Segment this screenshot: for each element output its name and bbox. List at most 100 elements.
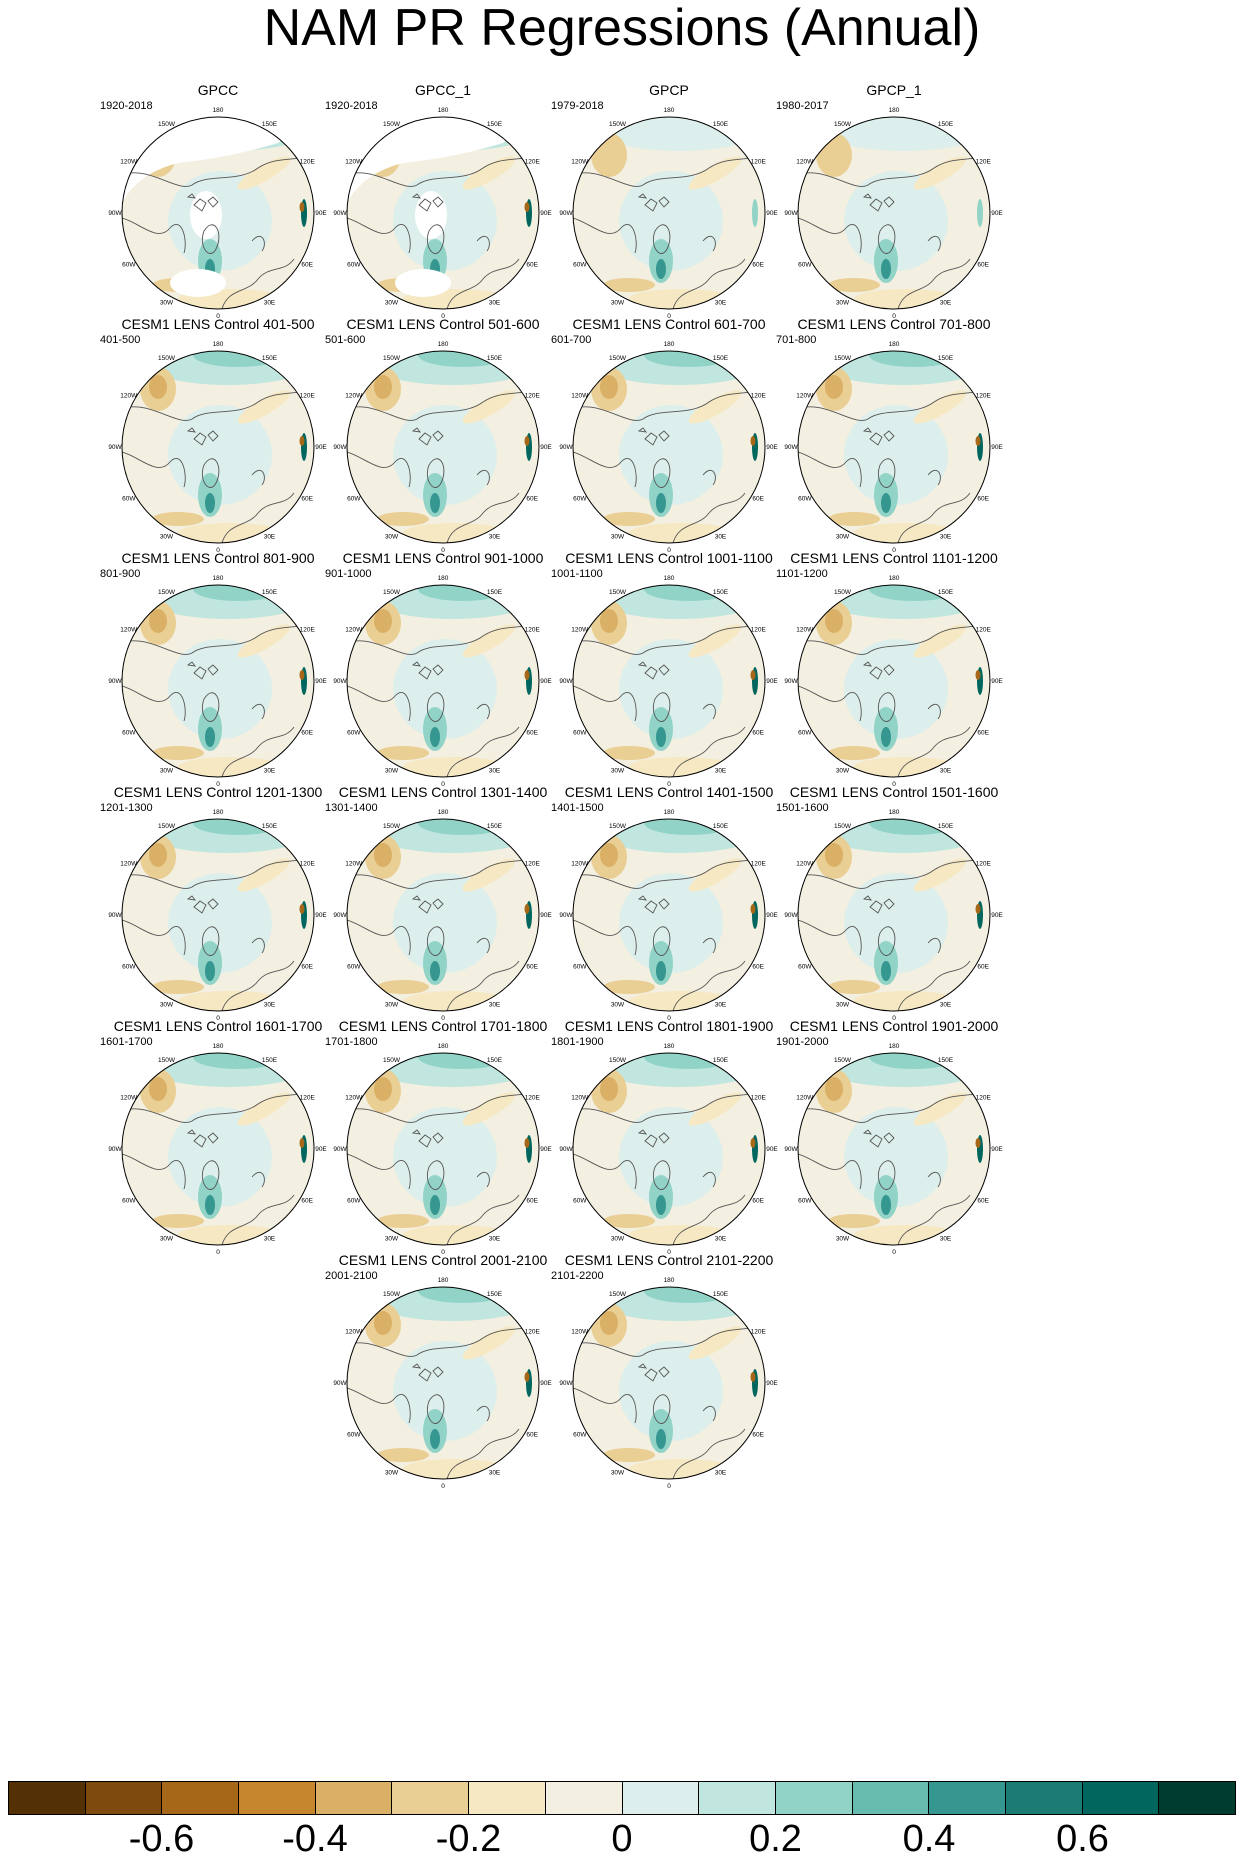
longitude-label: 30E [940, 767, 952, 774]
longitude-label: 60E [752, 964, 764, 971]
longitude-label: 60E [752, 496, 764, 503]
map-border [121, 818, 315, 1012]
graticule-labels: 180 150E 120E 90E 60E 30E 0 30W 60W 90W 120W 150W [559, 1043, 778, 1256]
precip-field [798, 1053, 990, 1245]
precip-field [122, 351, 314, 543]
longitude-label: 180 [889, 107, 900, 114]
map-border [572, 116, 766, 310]
map-border [346, 818, 540, 1012]
longitude-label: 180 [889, 341, 900, 348]
longitude-label: 90E [315, 210, 327, 217]
longitude-label: 120W [120, 393, 138, 400]
longitude-label: 120E [976, 393, 992, 400]
graticule-labels: 180 150E 120E 90E 60E 30E 0 30W 60W 90W 120W 150W [784, 575, 1003, 788]
longitude-label: 120E [300, 393, 316, 400]
polar-map: 180 150E 120E 90E 60E 30E 0 30W 60W 90W 120W 150W [559, 1277, 778, 1490]
map-panel: CESM1 LENS Control 901-1000 180 150E 120E 90… [309, 550, 577, 825]
longitude-label: 90W [333, 912, 347, 919]
longitude-label: 60E [977, 964, 989, 971]
longitude-label: 30W [836, 767, 850, 774]
longitude-label: 60E [526, 1198, 538, 1205]
panel-title: CESM1 LENS Control 1801-1900 [564, 1018, 774, 1034]
polar-map: 180 150E 120E 90E 60E 30E 0 30W 60W 90W 120W 150W [333, 1043, 552, 1256]
longitude-label: 120E [751, 1095, 767, 1102]
map-panel: GPCP 180 150E 120E 90E 60E 30E 0 30W 60W 90W 120W 15… [535, 82, 803, 357]
colorbar [8, 1781, 1236, 1815]
longitude-label: 90E [766, 444, 778, 451]
colorbar-segment [162, 1782, 240, 1814]
longitude-label: 60W [347, 1432, 361, 1439]
period-label: 1920-2018 [325, 100, 378, 112]
coastlines [573, 1322, 764, 1479]
polar-map: 180 150E 120E 90E 60E 30E 0 30W 60W 90W 120W 150W [108, 575, 327, 788]
longitude-label: 120W [571, 1095, 589, 1102]
longitude-label: 60W [798, 262, 812, 269]
colorbar-segment [315, 1782, 393, 1814]
longitude-label: 90E [766, 1146, 778, 1153]
coastlines [573, 152, 764, 309]
longitude-label: 60W [573, 262, 587, 269]
longitude-label: 60W [573, 1432, 587, 1439]
longitude-label: 60W [122, 964, 136, 971]
longitude-label: 60E [526, 496, 538, 503]
longitude-label: 30W [611, 299, 625, 306]
period-label: 1401-1500 [551, 802, 604, 814]
polar-map: 180 150E 120E 90E 60E 30E 0 30W 60W 90W 120W 150W [784, 341, 1003, 554]
polar-map: 180 150E 120E 90E 60E 30E 0 30W 60W 90W 120W 150W [559, 809, 778, 1022]
longitude-label: 180 [438, 341, 449, 348]
longitude-label: 0 [216, 1249, 220, 1256]
longitude-label: 150W [609, 589, 627, 596]
colorbar-segment [1005, 1782, 1083, 1814]
longitude-label: 150W [834, 1057, 852, 1064]
longitude-label: 120W [796, 1095, 814, 1102]
longitude-label: 60E [977, 496, 989, 503]
graticule-labels: 180 150E 120E 90E 60E 30E 0 30W 60W 90W 120W 150W [108, 341, 327, 554]
longitude-label: 180 [438, 1277, 449, 1284]
longitude-label: 120W [345, 627, 363, 634]
period-label: 1601-1700 [100, 1036, 153, 1048]
longitude-label: 150E [262, 1057, 278, 1064]
longitude-label: 120E [300, 1095, 316, 1102]
colorbar-tick-label: 0.4 [902, 1818, 956, 1860]
longitude-label: 180 [438, 809, 449, 816]
period-label: 801-900 [100, 568, 141, 580]
longitude-label: 90E [540, 444, 552, 451]
graticule-labels: 180 150E 120E 90E 60E 30E 0 30W 60W 90W 120W 150W [333, 1277, 552, 1490]
longitude-label: 90E [766, 912, 778, 919]
panel-title: CESM1 LENS Control 901-1000 [342, 550, 544, 566]
colorbar-segment [545, 1782, 623, 1814]
longitude-label: 150E [262, 823, 278, 830]
period-label: 1980-2017 [776, 100, 829, 112]
graticule-labels: 180 150E 120E 90E 60E 30E 0 30W 60W 90W 120W 150W [559, 575, 778, 788]
graticule-labels: 180 150E 120E 90E 60E 30E 0 30W 60W 90W 120W 150W [784, 341, 1003, 554]
longitude-label: 90E [315, 1146, 327, 1153]
longitude-label: 90E [766, 210, 778, 217]
map-panel: GPCP_1 180 150E 120E 90E 60E 30E 0 30W 60W 90W 120W… [760, 82, 1028, 357]
longitude-label: 60E [752, 1198, 764, 1205]
colorbar-segment [699, 1782, 776, 1814]
longitude-label: 90E [991, 444, 1003, 451]
longitude-label: 150W [834, 589, 852, 596]
longitude-label: 150W [609, 355, 627, 362]
longitude-label: 90W [108, 912, 122, 919]
longitude-label: 30W [385, 533, 399, 540]
longitude-label: 90E [991, 210, 1003, 217]
longitude-label: 150E [713, 355, 729, 362]
longitude-label: 150W [383, 121, 401, 128]
longitude-label: 60E [977, 730, 989, 737]
map-border [572, 818, 766, 1012]
longitude-label: 120E [976, 861, 992, 868]
map-panel: CESM1 LENS Control 1201-1300 180 150E 120E 9… [84, 784, 352, 1059]
polar-map: 180 150E 120E 90E 60E 30E 0 30W 60W 90W 120W 150W [108, 809, 327, 1022]
map-border [121, 584, 315, 778]
longitude-label: 30W [160, 1001, 174, 1008]
longitude-label: 120W [120, 861, 138, 868]
longitude-label: 60E [977, 1198, 989, 1205]
longitude-label: 120E [525, 1095, 541, 1102]
longitude-label: 180 [213, 107, 224, 114]
longitude-label: 30W [836, 299, 850, 306]
panel-title: GPCP [649, 82, 689, 98]
panel-title: CESM1 LENS Control 2001-2100 [338, 1252, 548, 1268]
longitude-label: 30E [715, 533, 727, 540]
longitude-label: 150W [609, 823, 627, 830]
